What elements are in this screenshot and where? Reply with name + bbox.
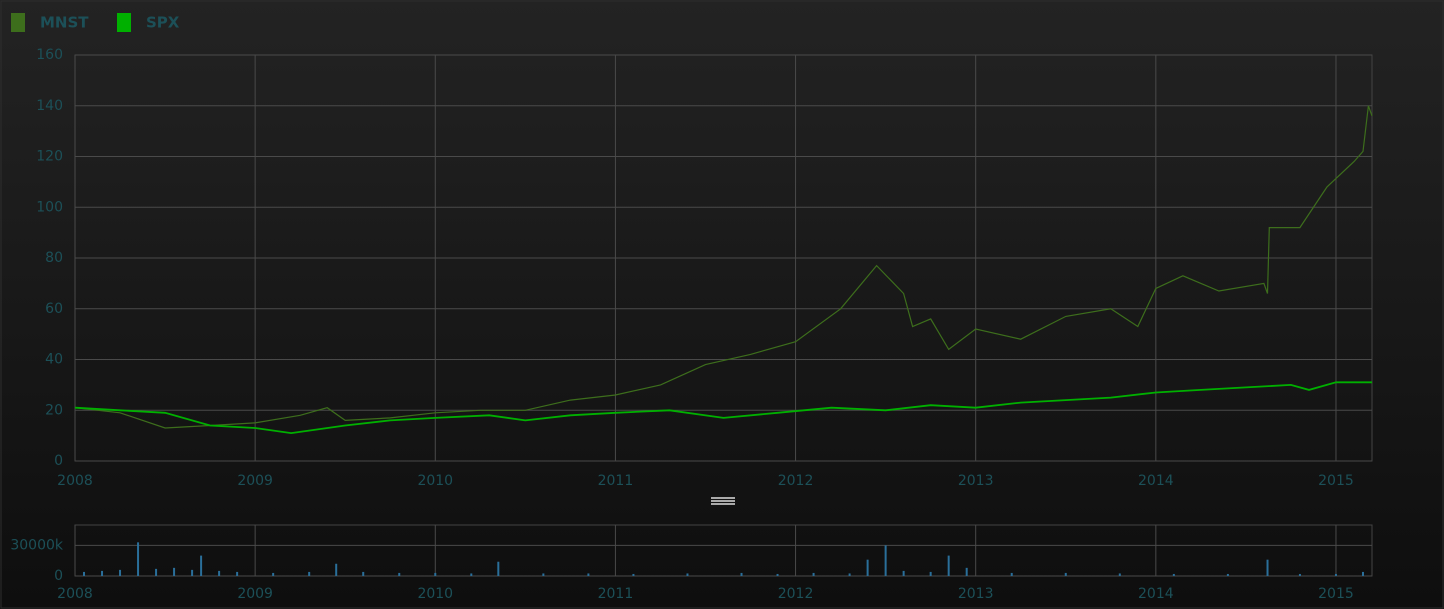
bar: [1334, 573, 1337, 576]
plot: 0 30000k 2008 2009 2010 2011 2012 2013 2014 2015: [10, 524, 1373, 602]
y-tick-label: 40: [45, 352, 63, 368]
x-tick-label: 2011: [598, 586, 634, 602]
y-tick-label: 140: [36, 98, 63, 114]
bar: [173, 567, 176, 576]
x-tick-label: 2011: [598, 473, 634, 489]
bar: [587, 573, 590, 576]
x-tick-label: 2012: [778, 586, 814, 602]
plot-area: [74, 524, 1373, 577]
bar: [200, 555, 203, 576]
bar: [272, 572, 275, 576]
bar: [308, 571, 311, 576]
y-tick-label: 100: [36, 199, 63, 215]
bar: [929, 571, 932, 576]
bar: [1361, 571, 1364, 576]
bar: [1298, 573, 1301, 576]
bar: [542, 573, 545, 576]
legend-swatch: [11, 13, 25, 32]
legend-swatch: [117, 13, 131, 32]
plot: 0 20 40 60 80 100 120 140 160 2008 2009 2010 2011 201…: [11, 13, 1373, 489]
x-tick-label: 2015: [1318, 473, 1354, 489]
x-tick-label: 2013: [958, 586, 994, 602]
x-tick-label: 2010: [417, 473, 453, 489]
bar: [362, 571, 365, 576]
x-tick-label: 2015: [1318, 586, 1354, 602]
bar: [434, 572, 437, 576]
y-tick-label: 30000k: [10, 537, 64, 553]
x-tick-label: 2010: [417, 586, 453, 602]
navigator-handle[interactable]: [711, 497, 735, 505]
legend-label: SPX: [146, 14, 180, 32]
bar: [470, 573, 473, 576]
x-tick-label: 2008: [57, 473, 93, 489]
bar: [1266, 559, 1269, 576]
bar: [1064, 572, 1067, 576]
bar: [218, 570, 221, 576]
x-tick-label: 2009: [237, 586, 273, 602]
bar: [632, 573, 635, 576]
y-tick-label: 20: [45, 402, 63, 418]
bar: [884, 545, 887, 576]
y-tick-label: 120: [36, 149, 63, 165]
y-tick-label: 160: [36, 47, 63, 63]
bar: [335, 563, 338, 576]
x-tick-label: 2014: [1138, 586, 1174, 602]
bar: [101, 570, 104, 576]
y-tick-label: 0: [54, 568, 63, 584]
x-tick-label: 2008: [57, 586, 93, 602]
bar: [740, 572, 743, 576]
legend-label: MNST: [40, 14, 89, 32]
y-tick-label: 60: [45, 301, 63, 317]
bar: [812, 572, 815, 576]
bar: [1010, 572, 1013, 576]
bar: [1226, 573, 1229, 576]
bar: [191, 569, 194, 576]
bar: [965, 567, 968, 576]
x-tick-label: 2013: [958, 473, 994, 489]
bar: [83, 571, 86, 576]
bar: [1118, 573, 1121, 576]
bar: [1172, 573, 1175, 576]
bar: [497, 561, 500, 576]
bar: [686, 573, 689, 576]
bar: [137, 542, 140, 576]
y-tick-label: 0: [54, 453, 63, 469]
bar: [947, 555, 950, 576]
bar: [155, 568, 158, 576]
series-line: [74, 381, 1372, 435]
x-tick-label: 2012: [778, 473, 814, 489]
bar: [119, 569, 122, 576]
x-tick-label: 2014: [1138, 473, 1174, 489]
x-tick-label: 2009: [237, 473, 273, 489]
bar: [866, 559, 869, 576]
series-line: [74, 105, 1373, 429]
y-tick-label: 80: [45, 250, 63, 266]
bar: [236, 571, 239, 576]
bar: [398, 572, 401, 576]
bar: [776, 573, 779, 576]
bar: [902, 570, 905, 576]
legend: MNST SPX: [11, 13, 180, 32]
bar: [848, 573, 851, 576]
